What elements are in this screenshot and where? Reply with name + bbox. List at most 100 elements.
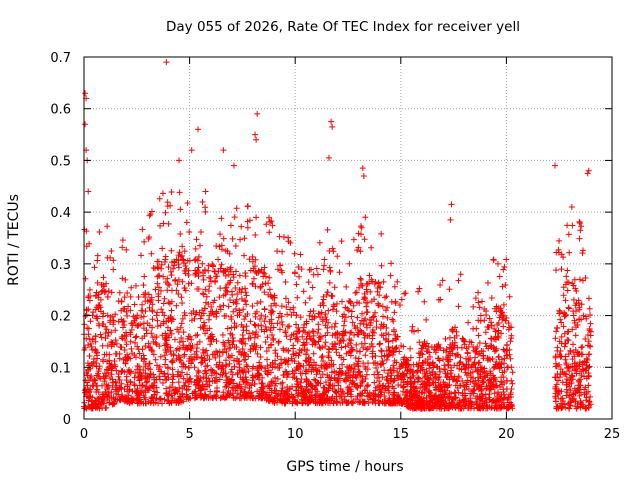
data-point bbox=[241, 349, 248, 356]
data-point bbox=[562, 404, 569, 411]
data-point bbox=[560, 254, 567, 261]
data-point bbox=[197, 315, 204, 322]
data-point bbox=[251, 380, 258, 387]
data-point bbox=[328, 369, 335, 376]
data-point bbox=[99, 382, 106, 389]
data-point bbox=[94, 395, 101, 402]
data-point bbox=[253, 136, 260, 143]
data-point bbox=[136, 350, 143, 357]
data-point bbox=[499, 369, 506, 376]
data-point bbox=[218, 215, 225, 222]
data-point bbox=[556, 374, 563, 381]
data-point bbox=[98, 400, 105, 407]
data-point bbox=[256, 359, 263, 366]
data-point bbox=[102, 323, 109, 330]
data-point bbox=[87, 318, 94, 325]
data-point bbox=[390, 365, 397, 372]
data-point bbox=[206, 283, 213, 290]
data-point bbox=[125, 355, 132, 362]
data-point bbox=[300, 327, 307, 334]
data-point bbox=[326, 248, 333, 255]
data-point bbox=[319, 371, 326, 378]
data-point bbox=[362, 315, 369, 322]
data-point bbox=[582, 367, 589, 374]
data-point bbox=[132, 282, 139, 289]
data-point bbox=[364, 299, 371, 306]
data-point bbox=[240, 324, 247, 331]
data-point bbox=[184, 335, 191, 342]
data-point bbox=[104, 293, 111, 300]
data-point bbox=[490, 398, 497, 405]
data-point bbox=[392, 300, 399, 307]
data-point bbox=[389, 383, 396, 390]
data-point bbox=[463, 361, 470, 368]
data-point bbox=[334, 253, 341, 260]
data-point bbox=[230, 394, 237, 401]
data-point bbox=[266, 214, 273, 221]
data-point bbox=[188, 317, 195, 324]
data-point bbox=[309, 383, 316, 390]
data-point bbox=[579, 359, 586, 366]
data-point bbox=[369, 348, 376, 355]
data-point bbox=[164, 280, 171, 287]
data-point bbox=[232, 268, 239, 275]
data-point bbox=[290, 304, 297, 311]
data-point bbox=[201, 319, 208, 326]
data-point bbox=[225, 303, 232, 310]
data-point bbox=[437, 296, 444, 303]
data-point bbox=[269, 308, 276, 315]
data-point bbox=[162, 335, 169, 342]
data-point bbox=[420, 342, 427, 349]
data-point bbox=[565, 351, 572, 358]
data-point bbox=[478, 347, 485, 354]
data-point bbox=[439, 386, 446, 393]
data-point bbox=[87, 340, 94, 347]
data-point bbox=[282, 397, 289, 404]
data-point bbox=[141, 238, 148, 245]
data-point bbox=[354, 247, 361, 254]
data-point bbox=[280, 345, 287, 352]
data-point bbox=[211, 392, 218, 399]
data-point bbox=[312, 386, 319, 393]
data-point bbox=[580, 312, 587, 319]
data-point bbox=[585, 295, 592, 302]
data-point bbox=[458, 344, 465, 351]
data-point bbox=[565, 304, 572, 311]
data-point bbox=[196, 242, 203, 249]
data-point bbox=[140, 291, 147, 298]
data-point bbox=[259, 374, 266, 381]
data-point bbox=[263, 348, 270, 355]
data-point bbox=[97, 331, 104, 338]
y-tick-label: 0 bbox=[63, 413, 71, 428]
data-point bbox=[192, 267, 199, 274]
data-point bbox=[193, 236, 200, 243]
data-point bbox=[266, 229, 273, 236]
data-point bbox=[140, 282, 147, 289]
data-point bbox=[263, 221, 270, 228]
data-point bbox=[476, 304, 483, 311]
data-point bbox=[206, 274, 213, 281]
data-point bbox=[314, 330, 321, 337]
data-point bbox=[140, 325, 147, 332]
data-point bbox=[213, 348, 220, 355]
data-point bbox=[197, 324, 204, 331]
data-point bbox=[348, 337, 355, 344]
data-point bbox=[127, 338, 134, 345]
data-point bbox=[178, 320, 185, 327]
data-point bbox=[343, 350, 350, 357]
data-point bbox=[406, 362, 413, 369]
data-point bbox=[319, 353, 326, 360]
data-point bbox=[119, 244, 126, 251]
data-point bbox=[583, 375, 590, 382]
data-point bbox=[162, 209, 169, 216]
data-point bbox=[583, 390, 590, 397]
data-point bbox=[572, 360, 579, 367]
data-point bbox=[118, 368, 125, 375]
data-point bbox=[563, 361, 570, 368]
data-point bbox=[284, 311, 291, 318]
data-point bbox=[363, 280, 370, 287]
data-point bbox=[188, 310, 195, 317]
data-point bbox=[266, 274, 273, 281]
data-point bbox=[554, 344, 561, 351]
